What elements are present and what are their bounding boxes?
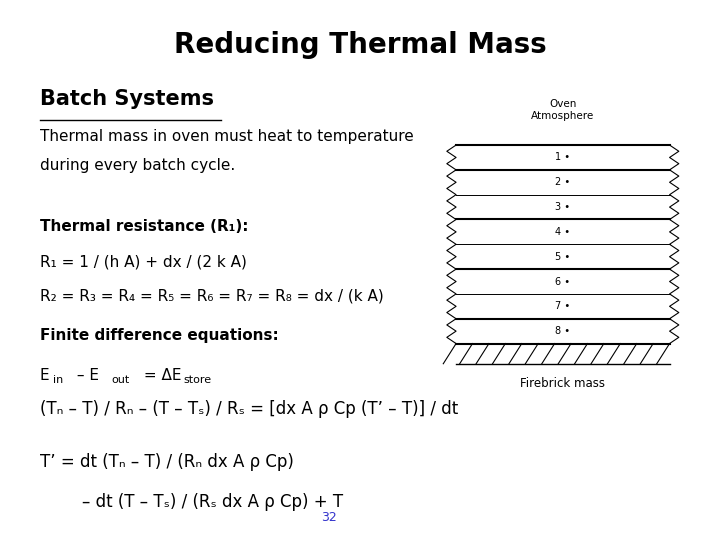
Text: 4 •: 4 •	[555, 227, 570, 237]
Text: (Tₙ – T) / Rₙ – (T – Tₛ) / Rₛ = [dx A ρ Cp (T’ – T)] / dt: (Tₙ – T) / Rₙ – (T – Tₛ) / Rₛ = [dx A ρ …	[40, 400, 458, 418]
Text: 3 •: 3 •	[555, 202, 570, 212]
Text: Oven
Atmosphere: Oven Atmosphere	[531, 99, 595, 121]
Text: 6 •: 6 •	[555, 276, 570, 287]
Text: in: in	[53, 375, 63, 385]
Text: R₂ = R₃ = R₄ = R₅ = R₆ = R₇ = R₈ = dx / (k A): R₂ = R₃ = R₄ = R₅ = R₆ = R₇ = R₈ = dx / …	[40, 288, 384, 303]
Text: = ΔE: = ΔE	[140, 368, 182, 383]
Text: 8 •: 8 •	[555, 326, 570, 336]
Text: 5 •: 5 •	[555, 252, 570, 262]
Text: Finite difference equations:: Finite difference equations:	[40, 328, 279, 343]
Text: 1 •: 1 •	[555, 152, 570, 163]
Text: Reducing Thermal Mass: Reducing Thermal Mass	[174, 31, 546, 59]
Text: Batch Systems: Batch Systems	[40, 89, 214, 109]
Text: – dt (T – Tₛ) / (Rₛ dx A ρ Cp) + T: – dt (T – Tₛ) / (Rₛ dx A ρ Cp) + T	[40, 494, 343, 511]
Text: out: out	[111, 375, 129, 385]
Text: 2 •: 2 •	[555, 177, 570, 187]
Text: Thermal mass in oven must heat to temperature: Thermal mass in oven must heat to temper…	[40, 129, 413, 144]
Text: Thermal resistance (R₁):: Thermal resistance (R₁):	[40, 219, 248, 234]
Text: during every batch cycle.: during every batch cycle.	[40, 158, 235, 173]
Text: Firebrick mass: Firebrick mass	[521, 377, 606, 390]
Text: – E: – E	[72, 368, 99, 383]
Text: T’ = dt (Tₙ – T) / (Rₙ dx A ρ Cp): T’ = dt (Tₙ – T) / (Rₙ dx A ρ Cp)	[40, 454, 294, 471]
Text: 7 •: 7 •	[555, 301, 570, 312]
Text: 32: 32	[321, 511, 337, 524]
Text: R₁ = 1 / (h A) + dx / (2 k A): R₁ = 1 / (h A) + dx / (2 k A)	[40, 254, 247, 269]
Text: store: store	[184, 375, 212, 385]
Text: E: E	[40, 368, 50, 383]
